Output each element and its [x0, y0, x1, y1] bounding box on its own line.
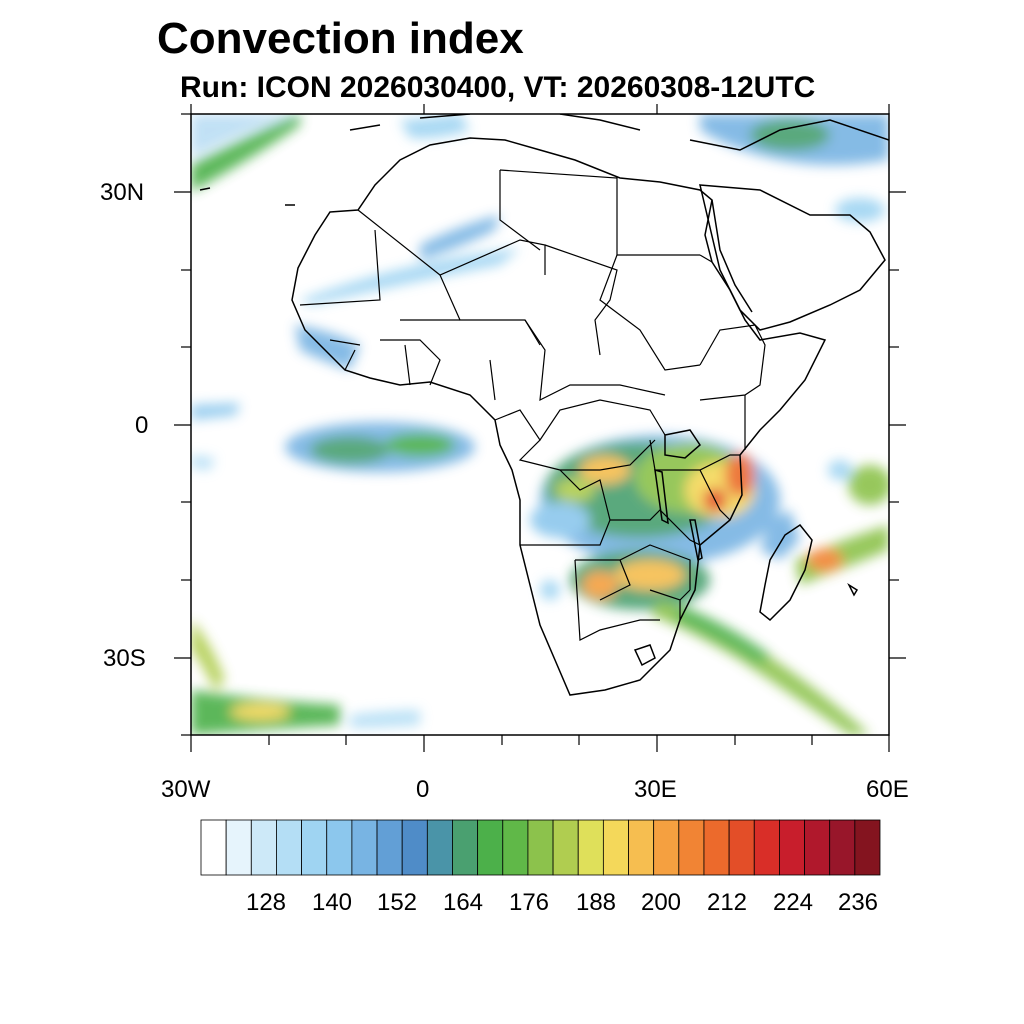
colorbar-swatch: [326, 819, 353, 876]
colorbar-label: 152: [376, 889, 418, 916]
colorbar-swatch: [376, 819, 403, 876]
colorbar-label: 200: [640, 889, 682, 916]
colorbar-swatch: [426, 819, 453, 876]
lat-label-30s: 30S: [103, 645, 146, 672]
colorbar-label: 140: [311, 889, 353, 916]
lon-label-30w: 30W: [161, 776, 211, 803]
colorbar-swatch: [628, 819, 655, 876]
colorbar-swatch: [829, 819, 856, 876]
map-frame: [174, 104, 906, 752]
country-borders: [299, 169, 766, 641]
colorbar-swatch: [653, 819, 680, 876]
colorbar: [200, 819, 881, 876]
colorbar-swatch: [728, 819, 755, 876]
colorbar-swatch: [401, 819, 428, 876]
colorbar-label: 212: [706, 889, 748, 916]
colorbar-label: 128: [245, 889, 287, 916]
colorbar-swatch: [200, 819, 227, 876]
colorbar-swatch: [276, 819, 302, 876]
colorbar-swatch: [225, 819, 252, 876]
colorbar-swatch: [452, 819, 479, 876]
lon-label-60e: 60E: [866, 776, 909, 803]
map-title: Convection index: [157, 14, 524, 63]
colorbar-swatch: [779, 819, 805, 876]
colorbar-swatch: [602, 819, 629, 876]
colorbar-label: 164: [442, 889, 484, 916]
colorbar-swatch: [477, 819, 504, 876]
map-subtitle: Run: ICON 2026030400, VT: 20260308-12UTC: [180, 71, 816, 104]
colorbar-swatch: [703, 819, 730, 876]
colorbar-swatch: [577, 819, 604, 876]
colorbar-swatch: [552, 819, 579, 876]
coastlines: [199, 114, 889, 696]
lat-label-30n: 30N: [100, 179, 145, 206]
colorbar-swatch: [351, 819, 378, 876]
lat-label-0: 0: [135, 412, 149, 439]
colorbar-label: 236: [837, 889, 879, 916]
convection-field: [191, 114, 889, 735]
colorbar-swatch: [854, 819, 881, 876]
colorbar-label: 224: [772, 889, 814, 916]
colorbar-swatch: [753, 819, 780, 876]
colorbar-swatch: [804, 819, 831, 876]
lon-label-0: 0: [416, 776, 430, 803]
colorbar-swatch: [527, 819, 554, 876]
colorbar-swatch: [250, 819, 277, 876]
colorbar-label: 188: [575, 889, 617, 916]
colorbar-swatch: [301, 819, 328, 876]
colorbar-label: 176: [508, 889, 550, 916]
colorbar-swatch: [502, 819, 529, 876]
lon-label-30e: 30E: [634, 776, 677, 803]
colorbar-swatch: [678, 819, 705, 876]
